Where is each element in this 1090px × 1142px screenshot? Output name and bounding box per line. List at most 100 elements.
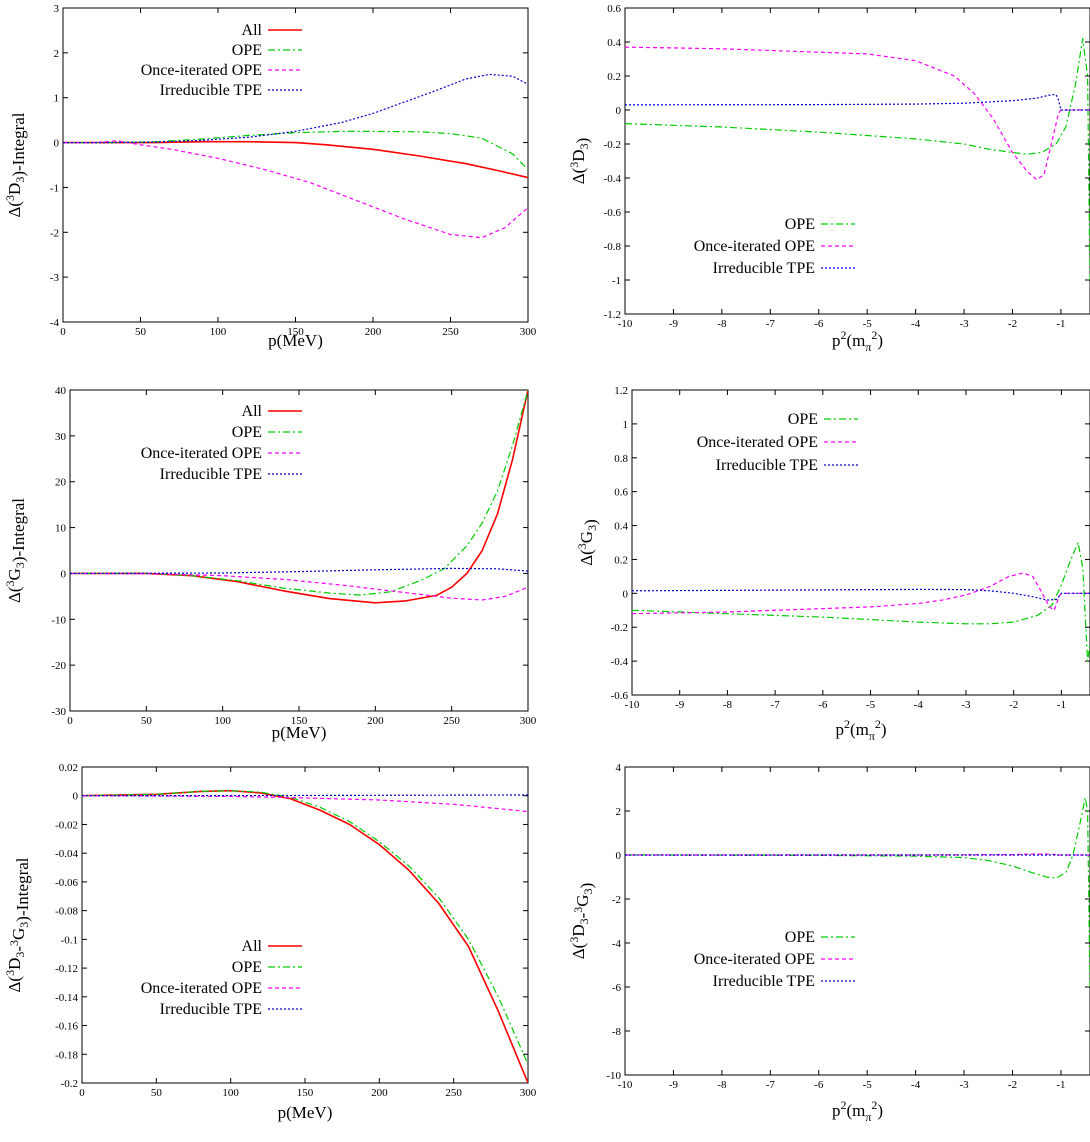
x-tick-label: 100 [222, 1087, 239, 1099]
x-tick-label: 150 [297, 1087, 314, 1099]
legend-label: Irreducible TPE [160, 82, 262, 99]
x-tick-label: -5 [863, 318, 873, 330]
x-tick-label: 300 [520, 1087, 537, 1099]
y-tick-label: 0.02 [59, 762, 78, 774]
x-tick-label: -8 [717, 318, 727, 330]
series-line-irreducible-tpe [632, 588, 1090, 601]
x-tick-label: -7 [766, 1079, 776, 1091]
x-tick-label: -1 [1056, 1079, 1065, 1091]
series-line-irreducible-tpe [625, 94, 1090, 111]
chart-panel-c: 0 50 100 150 200 250 300 -30 -20 -10 0 10 20 30 40 All O… [3, 385, 537, 742]
series-line-ope [82, 790, 528, 1065]
y-tick-label: 0.2 [614, 554, 628, 566]
legend-label: Irreducible TPE [713, 973, 815, 990]
x-tick-label: 250 [442, 326, 459, 338]
y-tick-label: 1.2 [614, 385, 628, 397]
x-tick-label: 50 [151, 1087, 163, 1099]
y-tick-label: -0.08 [55, 906, 78, 918]
legend-label: Once-iterated OPE [697, 434, 818, 451]
x-tick-label: 200 [367, 715, 384, 727]
legend-label: OPE [785, 929, 815, 946]
x-tick-label: -3 [959, 1079, 969, 1091]
series-line-once-iterated-ope [625, 46, 1090, 181]
y-tick-label: 1 [54, 93, 60, 105]
x-tick-label: -2 [1008, 318, 1017, 330]
series-line-ope [70, 390, 528, 596]
x-axis-label: p(MeV) [278, 1103, 333, 1122]
x-tick-label: 300 [520, 326, 537, 338]
y-tick-label: -0.6 [604, 207, 622, 219]
legend-label: Once-iterated OPE [694, 951, 815, 968]
legend-label: OPE [785, 216, 815, 233]
y-tick-label: -2 [50, 227, 59, 239]
chart-panel-e: 0 50 100 150 200 250 300 -0.2 -0.18 -0.16 -0.14 -0.… [3, 762, 537, 1122]
y-tick-label: -0.12 [55, 963, 78, 975]
x-tick-label: 0 [79, 1087, 85, 1099]
y-tick-label: 1 [623, 419, 629, 431]
y-axis-label: Δ(3G3) [575, 519, 600, 566]
x-axis-label: p(MeV) [268, 331, 323, 350]
y-tick-label: 10 [55, 523, 67, 535]
x-tick-label: -4 [914, 699, 924, 711]
legend-label: OPE [232, 959, 262, 976]
legend-label: All [242, 938, 263, 955]
y-tick-label: -1 [612, 275, 621, 287]
x-tick-label: 150 [291, 715, 308, 727]
y-tick-label: -0.4 [611, 656, 629, 668]
y-tick-label: 2 [54, 48, 60, 60]
chart-panel-b: -10 -9 -8 -7 -6 -5 -4 -3 -2 -1 -1.2 -1 -0.8 -0.6 -0.4 -… [567, 3, 1090, 354]
y-tick-label: -0.6 [611, 690, 629, 702]
x-tick-label: 250 [445, 1087, 462, 1099]
x-tick-label: 50 [141, 715, 153, 727]
y-tick-label: -20 [51, 660, 66, 672]
y-tick-label: -4 [612, 938, 622, 950]
x-tick-label: -6 [814, 1079, 824, 1091]
y-tick-label: -0.16 [55, 1021, 78, 1033]
plot-frame [624, 7, 1090, 315]
x-tick-label: -2 [1009, 699, 1018, 711]
y-tick-label: -10 [51, 614, 66, 626]
y-tick-label: 3 [54, 3, 60, 15]
x-axis-label: p(MeV) [272, 723, 327, 742]
y-tick-label: 0 [73, 791, 79, 803]
x-tick-label: -10 [618, 318, 633, 330]
y-tick-label: -0.18 [55, 1049, 78, 1061]
x-tick-label: -6 [814, 318, 824, 330]
series-line-once-iterated-ope [632, 572, 1090, 615]
legend-label: Once-iterated OPE [141, 445, 262, 462]
y-tick-label: 30 [55, 431, 67, 443]
y-tick-label: -0.2 [61, 1078, 78, 1090]
x-tick-label: 0 [60, 326, 66, 338]
y-axis-label: Δ(3D3-3G3) [567, 883, 596, 960]
y-tick-label: 0 [61, 568, 67, 580]
plot-frame [69, 389, 529, 712]
series-line-ope [63, 130, 528, 170]
series-line-all [82, 789, 528, 1083]
x-tick-label: 50 [135, 326, 147, 338]
y-tick-label: 0 [616, 105, 622, 117]
plot-frame [624, 766, 1090, 1076]
series-line-once-iterated-ope [63, 140, 528, 239]
x-tick-label: -9 [669, 318, 679, 330]
x-tick-label: -4 [911, 1079, 921, 1091]
chart-panel-d: -10 -9 -8 -7 -6 -5 -4 -3 -2 -1 -0.6 -0.4 -0.2 0 0.2 0.4… [575, 385, 1090, 743]
y-tick-label: 0.6 [607, 3, 621, 15]
y-tick-label: -1 [50, 182, 59, 194]
y-tick-label: 0.6 [614, 487, 628, 499]
series-line-once-iterated-ope [82, 795, 528, 813]
plot-frame [631, 389, 1090, 696]
x-tick-label: 250 [443, 715, 460, 727]
series-line-ope [625, 797, 1090, 988]
series-line-all [70, 390, 528, 604]
y-tick-label: -0.1 [61, 934, 78, 946]
y-tick-label: 4 [616, 762, 622, 774]
plot-frame [81, 766, 529, 1084]
legend-label: OPE [232, 42, 262, 59]
chart-panel-f: -10 -9 -8 -7 -6 -5 -4 -3 -2 -1 -10 -8 -6 -4 -2 0 2 4 OPE On… [567, 762, 1090, 1124]
y-tick-label: 2 [616, 806, 622, 818]
x-tick-label: -5 [866, 699, 876, 711]
x-tick-label: -5 [863, 1079, 873, 1091]
y-axis-label: Δ(3G3)-Integral [3, 498, 28, 603]
x-tick-label: -6 [818, 699, 828, 711]
